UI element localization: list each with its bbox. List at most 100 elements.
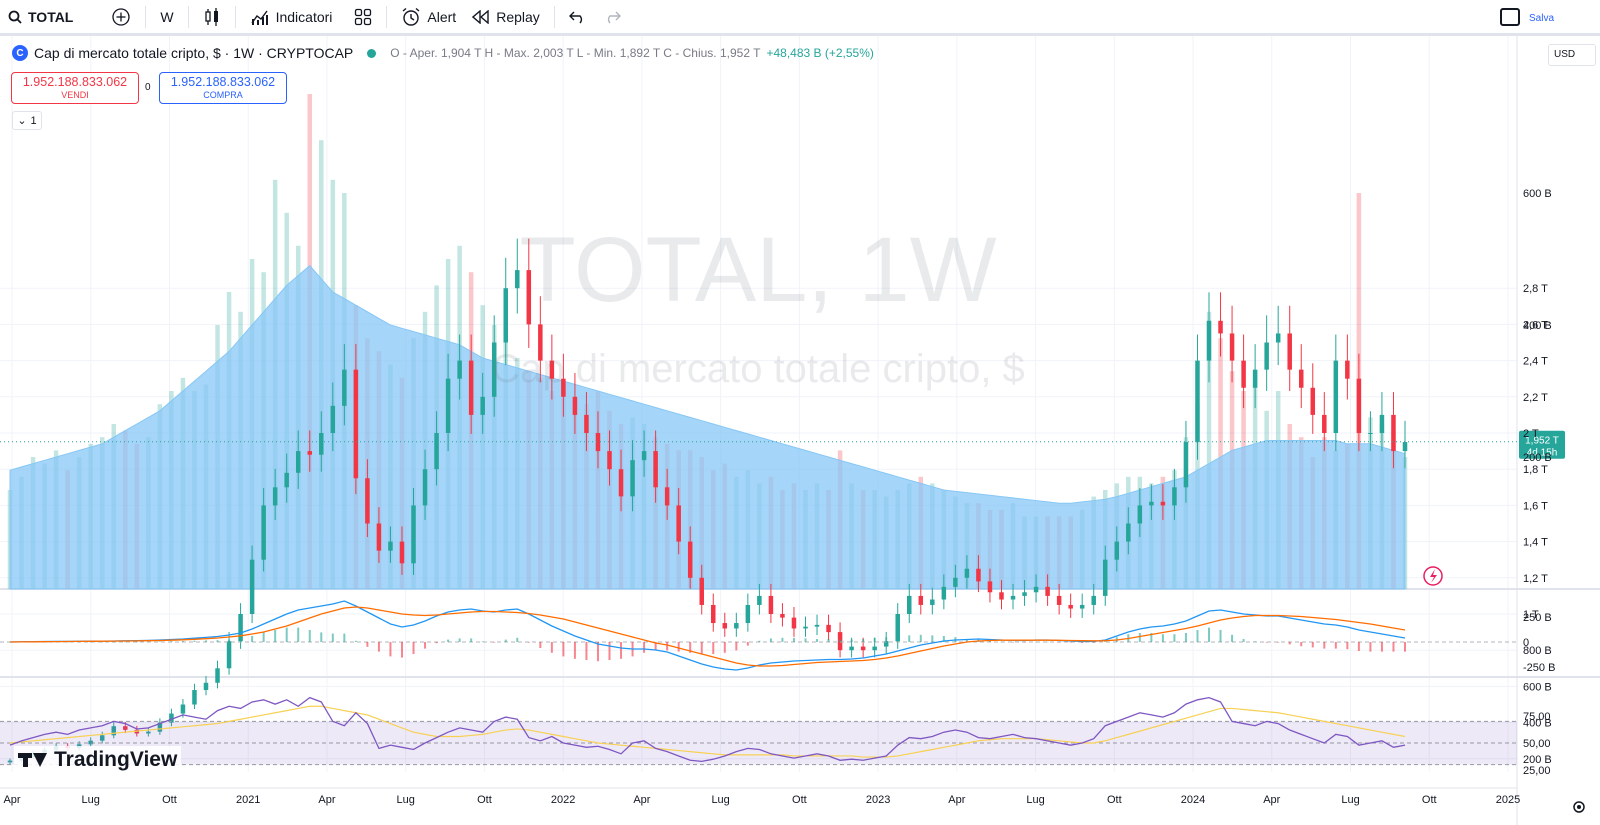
macd-histogram-bar [769, 638, 772, 642]
candle-body [630, 460, 635, 497]
interval-button[interactable]: W [152, 0, 181, 35]
sell-button[interactable]: 1.952.188.833.062 VENDI [11, 72, 139, 104]
symbol-label: TOTAL [28, 8, 74, 25]
macd-histogram-bar [308, 630, 311, 642]
indicators-label: Indicatori [275, 8, 333, 25]
candle-body [860, 646, 866, 651]
price-tick-label: 1,8 T [1523, 464, 1548, 476]
divider [145, 5, 147, 28]
plus-circle-icon [112, 7, 131, 26]
time-tick-label: Apr [318, 794, 335, 806]
macd-histogram-bar [354, 640, 357, 642]
replay-button[interactable]: Replay [464, 0, 548, 35]
undo-button[interactable] [561, 0, 595, 35]
candle-body [445, 378, 451, 433]
macd-histogram-bar [1380, 642, 1383, 652]
time-tick-label: Ott [1107, 794, 1122, 806]
macd-histogram-bar [816, 639, 819, 642]
symbol-search[interactable]: TOTAL [0, 0, 81, 35]
macd-histogram-bar [792, 637, 795, 642]
candle-body [1114, 541, 1120, 560]
candle-body [872, 646, 877, 651]
price-tick-label: 200 B [1523, 754, 1552, 766]
alert-button[interactable]: Alert [393, 0, 464, 35]
candle-body [1079, 604, 1085, 609]
price-tick-label: 2 T [1523, 428, 1539, 440]
macd-histogram-bar [758, 640, 761, 642]
price-tick-label: 2,8 T [1523, 283, 1548, 295]
lightning-icon[interactable] [1423, 566, 1443, 586]
macd-histogram-bar [285, 627, 288, 642]
macd-histogram-bar [643, 642, 646, 653]
macd-histogram-bar [608, 642, 611, 660]
price-tick-label: 2,6 T [1523, 319, 1548, 331]
time-tick-label: Lug [1341, 794, 1359, 806]
top-toolbar: TOTAL W Indicatori Alert Replay [0, 0, 1600, 36]
volume-ma-area [9, 264, 1406, 590]
buy-button[interactable]: 1.952.188.833.062 COMPRA [159, 72, 287, 104]
currency-selector[interactable]: USD [1548, 44, 1596, 66]
time-tick-label: Lug [1026, 794, 1044, 806]
macd-histogram-bar [988, 640, 991, 642]
candle-body [999, 592, 1004, 600]
legend-title[interactable]: Cap di mercato totale cripto, $ · 1W · C… [34, 45, 354, 61]
price-tick-label: 1,4 T [1523, 537, 1548, 549]
macd-histogram-bar [297, 627, 300, 642]
candle-body [1010, 595, 1016, 600]
currency-label: USD [1554, 49, 1576, 60]
macd-histogram-bar [885, 637, 888, 642]
candle-body [641, 451, 647, 461]
macd-histogram-bar [596, 642, 599, 662]
compare-button[interactable] [103, 0, 139, 35]
candle-body [595, 433, 601, 452]
candle-body [1172, 487, 1177, 506]
candle-body [930, 599, 935, 605]
candle-body [918, 595, 924, 605]
macd-histogram-bar [1265, 642, 1268, 643]
candles [7, 238, 1408, 764]
candle-body [1379, 414, 1385, 433]
candle-body [1126, 523, 1131, 542]
gear-ring [1573, 801, 1585, 813]
settings-gear-icon[interactable] [1573, 801, 1585, 813]
chart-type-button[interactable] [195, 0, 229, 35]
candle-body [249, 559, 255, 614]
templates-button[interactable] [346, 0, 380, 35]
candle-body [1345, 360, 1350, 379]
macd-histogram-bar [1404, 642, 1406, 652]
buy-price: 1.952.188.833.062 [170, 75, 276, 89]
tradingview-logo: TradingView [14, 746, 182, 774]
macd-histogram-bar [9, 642, 11, 643]
price-tick-label: 800 B [1523, 645, 1552, 657]
candle-body [319, 433, 324, 455]
macd-histogram-bar [320, 632, 323, 642]
price-tick-label: 1,6 T [1523, 500, 1548, 512]
macd-histogram-bar [1231, 634, 1234, 642]
candle-body [123, 726, 128, 730]
macd-histogram-bar [470, 638, 473, 642]
save-button[interactable]: Salva [1528, 13, 1554, 24]
undo-icon [568, 11, 582, 23]
divider [553, 5, 555, 28]
indicators-button[interactable]: Indicatori [242, 0, 341, 35]
candle-body [526, 270, 532, 325]
alarm-clock-icon [402, 7, 420, 26]
divider [187, 5, 189, 28]
macd-histogram-bar [1323, 642, 1326, 649]
macd-histogram-bar [1046, 641, 1049, 643]
redo-button[interactable] [595, 0, 629, 35]
candle-body [1310, 387, 1316, 415]
layout-button[interactable] [1500, 8, 1520, 26]
time-tick-label: Lug [82, 794, 100, 806]
candle-body [1391, 414, 1396, 452]
macd-histogram-bar [620, 642, 623, 659]
candle-body [549, 360, 555, 379]
collapse-indicators-button[interactable]: ⌄ 1 [12, 111, 42, 130]
candle-body [907, 595, 912, 614]
macd-histogram-bar [654, 642, 657, 651]
candle-body [711, 604, 716, 624]
candle-body [353, 369, 359, 479]
rsi-tick-label: 50,00 [1523, 738, 1551, 750]
candle-body [491, 342, 497, 397]
